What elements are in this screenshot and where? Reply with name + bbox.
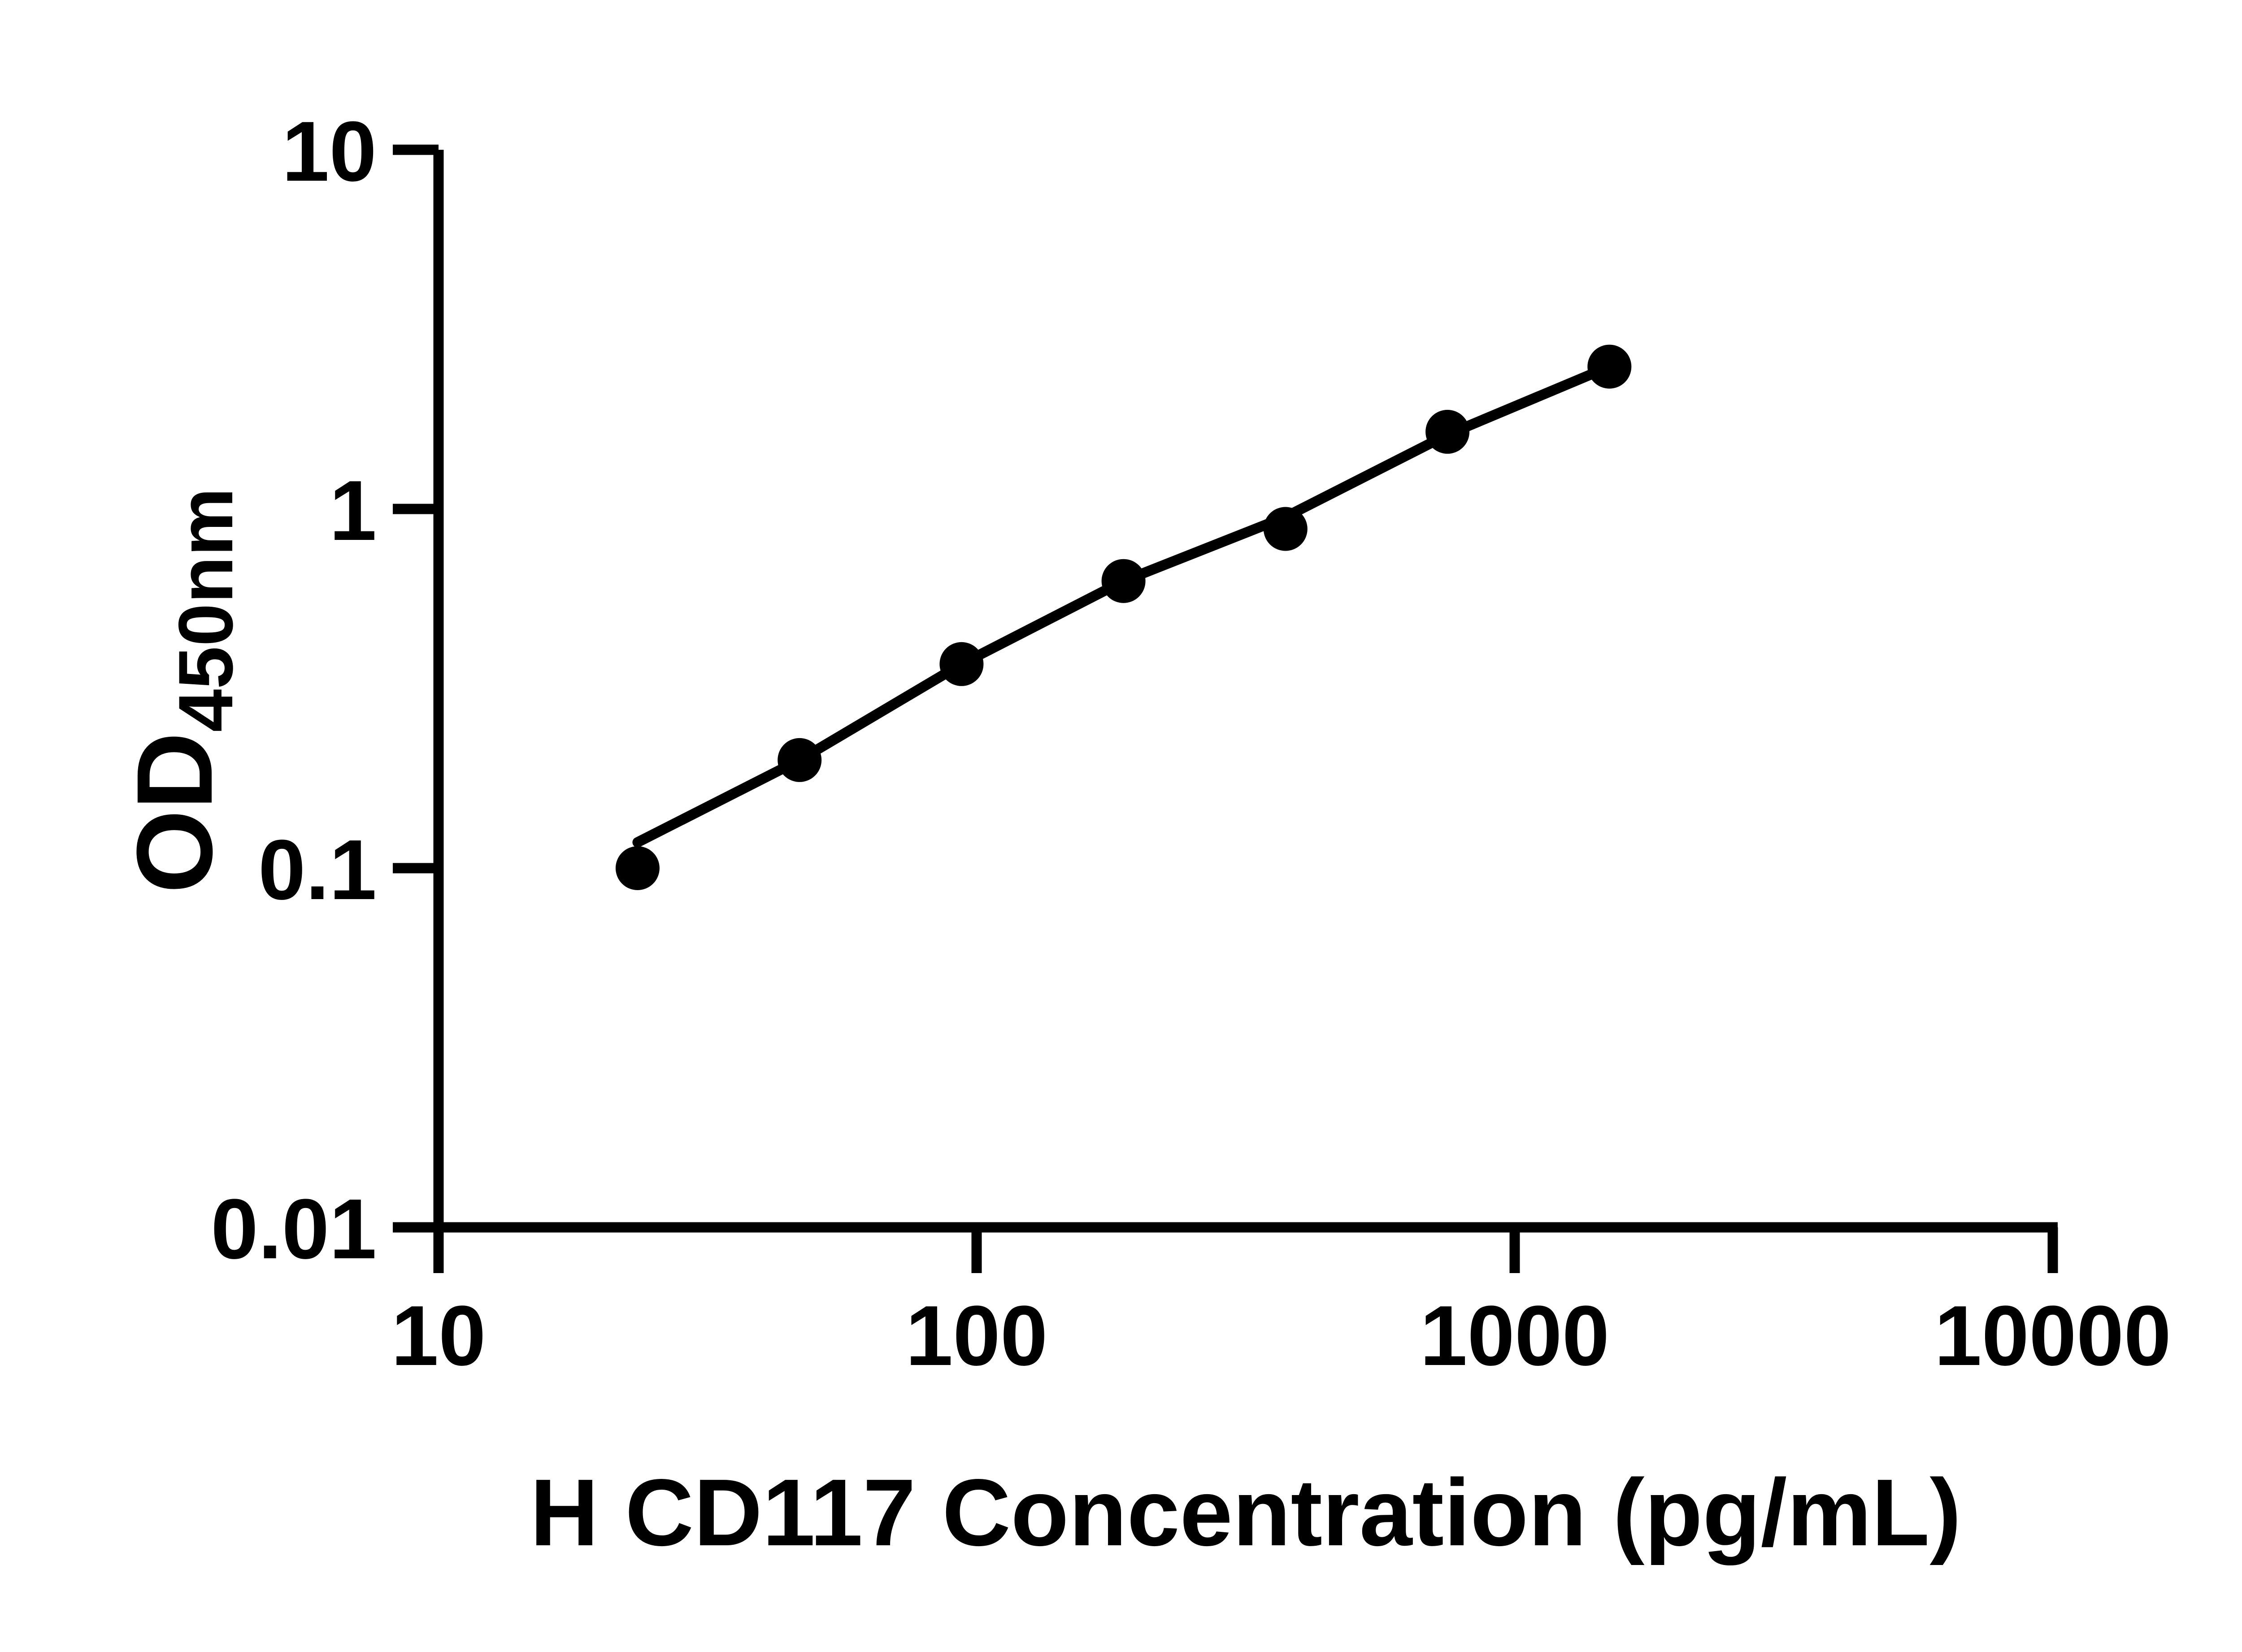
data-point xyxy=(939,642,984,686)
data-point xyxy=(1587,344,1632,389)
y-axis-title: OD450nm xyxy=(114,488,249,894)
y-tick-label: 0.1 xyxy=(258,822,377,917)
x-tick-label: 1000 xyxy=(1420,1288,1610,1383)
x-tick-label: 100 xyxy=(905,1288,1047,1383)
data-point xyxy=(778,738,822,782)
y-tick-label: 10 xyxy=(282,104,377,199)
data-point xyxy=(1263,507,1308,551)
data-point xyxy=(1101,559,1146,603)
y-axis-title-subscript: 450nm xyxy=(163,488,249,732)
x-tick-label: 10 xyxy=(391,1288,486,1383)
y-tick-label: 0.01 xyxy=(211,1182,377,1277)
y-tick-label: 1 xyxy=(329,463,377,558)
y-axis-title-main: OD xyxy=(114,732,235,893)
data-point xyxy=(1425,409,1470,454)
data-point xyxy=(615,846,660,890)
x-tick-label: 10000 xyxy=(1934,1288,2171,1383)
x-axis-title: H CD117 Concentration (pg/mL) xyxy=(530,1459,1961,1565)
